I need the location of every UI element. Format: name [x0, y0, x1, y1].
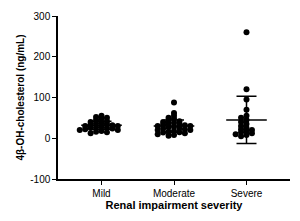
svg-text:Mild: Mild — [92, 188, 110, 199]
svg-text:300: 300 — [34, 11, 51, 22]
svg-text:Moderate: Moderate — [153, 188, 196, 199]
svg-text:Renal impairment severity: Renal impairment severity — [106, 199, 244, 211]
svg-text:Severe: Severe — [231, 188, 263, 199]
svg-text:4β-OH-cholesterol (ng/mL): 4β-OH-cholesterol (ng/mL) — [15, 34, 26, 160]
svg-text:200: 200 — [34, 51, 51, 62]
svg-text:-100: -100 — [30, 174, 50, 185]
svg-text:100: 100 — [34, 92, 51, 103]
svg-text:0: 0 — [45, 133, 51, 144]
